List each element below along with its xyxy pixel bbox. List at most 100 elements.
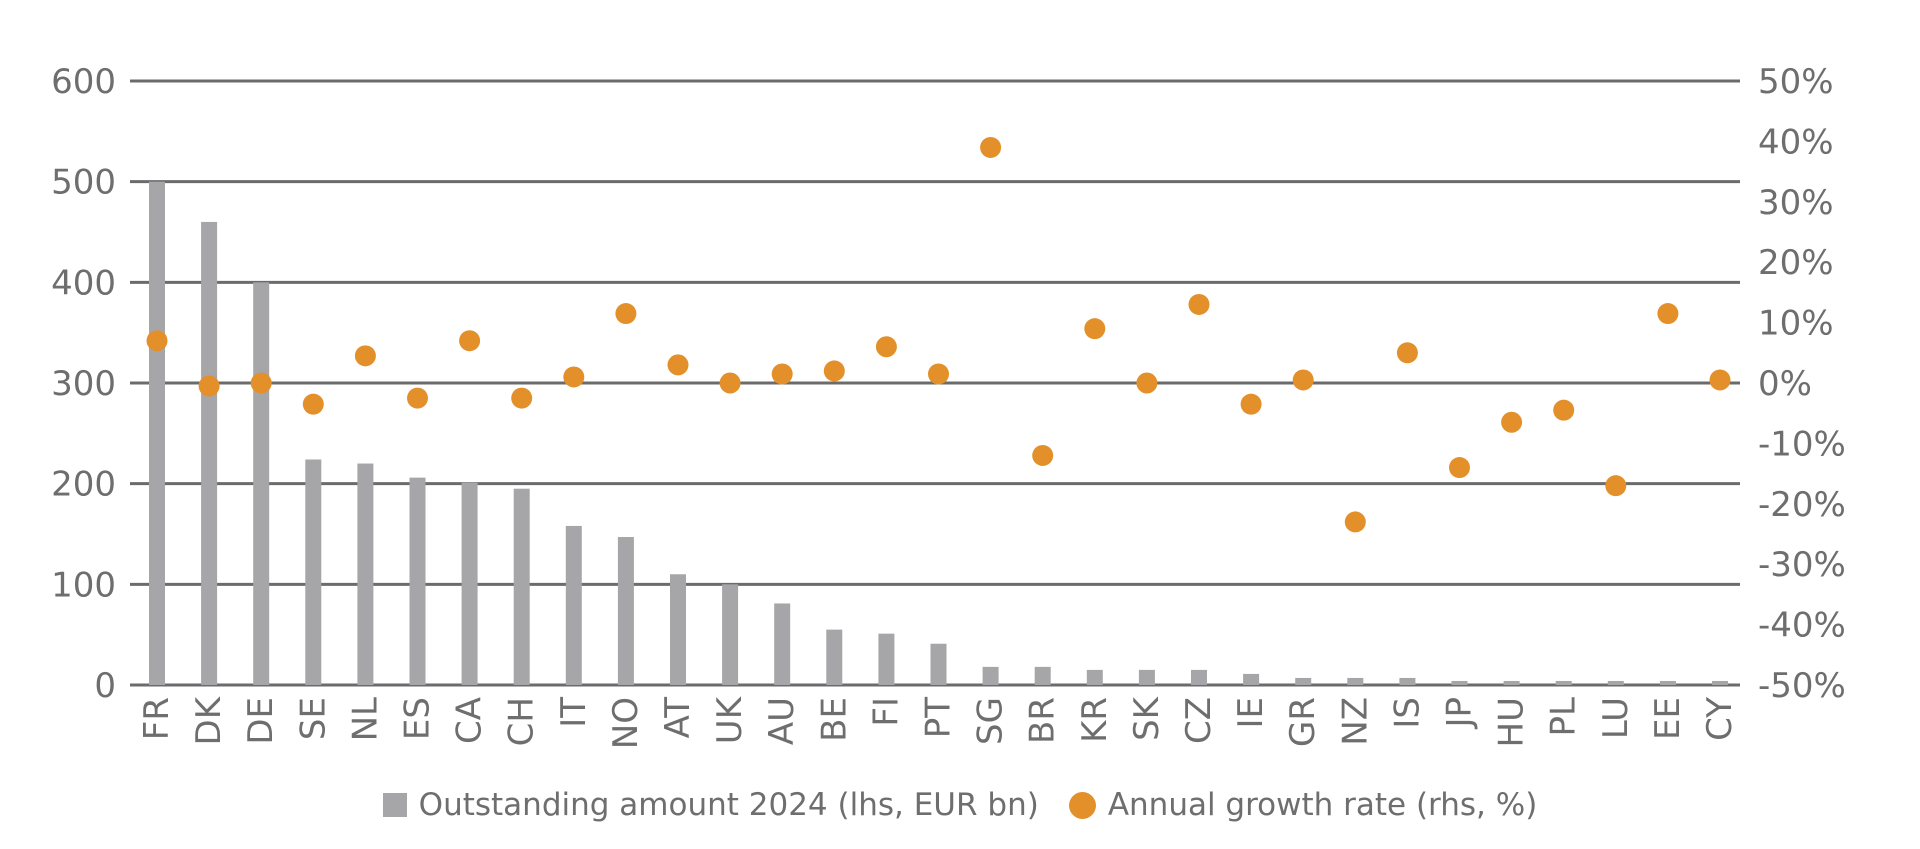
legend-dot-label: Annual growth rate (rhs, %) — [1107, 787, 1538, 823]
gridlines — [130, 79, 1740, 687]
bar — [1243, 673, 1260, 685]
bar — [826, 629, 843, 685]
bar — [878, 633, 895, 685]
x-tick-label: BE — [814, 697, 854, 742]
y-left-tick-label: 500 — [51, 163, 116, 203]
bar — [1295, 677, 1312, 685]
x-tick-label: GR — [1283, 697, 1323, 747]
growth-point — [1188, 293, 1210, 315]
bar — [1659, 680, 1676, 685]
x-tick-label: DE — [241, 697, 281, 745]
bar — [253, 282, 270, 685]
bar — [1555, 680, 1572, 685]
growth-point — [302, 393, 324, 415]
y-right-tick-label: -50% — [1758, 666, 1846, 706]
bar — [617, 537, 634, 685]
bar — [1712, 680, 1728, 685]
x-tick-label: SG — [971, 697, 1011, 745]
y-left-tick-label: 0 — [94, 666, 116, 706]
growth-point — [1084, 318, 1106, 340]
y-right-tick-label: 0% — [1758, 364, 1812, 404]
bar — [670, 574, 686, 685]
bar — [1034, 666, 1051, 685]
growth-point — [1136, 372, 1158, 394]
x-tick-label: FR — [137, 697, 177, 740]
x-tick-label: AT — [658, 697, 698, 739]
x-tick-label: NO — [606, 697, 646, 749]
bar — [1138, 669, 1155, 685]
x-tick-label: CA — [450, 697, 490, 744]
x-tick-label: UK — [710, 695, 750, 744]
right-axis-ticks: -50% -40% -30% -20% -10% 0% 10% 20% 30% 40% 50% — [1758, 62, 1846, 706]
legend-dot-swatch — [1068, 791, 1096, 819]
bar — [1451, 680, 1468, 685]
growth-point — [1396, 342, 1418, 364]
y-right-tick-label: 30% — [1758, 183, 1834, 223]
growth-point — [615, 303, 637, 325]
legend-item-dots: Annual growth rate (rhs, %) — [1068, 787, 1538, 823]
growth-point — [407, 387, 428, 409]
y-right-tick-label: -40% — [1758, 606, 1846, 646]
growth-point — [1553, 399, 1575, 421]
growth-point — [1501, 411, 1523, 433]
bar — [774, 603, 791, 685]
x-tick-label: NZ — [1335, 697, 1375, 746]
y-right-tick-label: 40% — [1758, 122, 1834, 162]
x-tick-label: IE — [1231, 697, 1271, 729]
x-tick-label: HU — [1492, 697, 1532, 747]
bar — [1607, 680, 1624, 685]
growth-point — [771, 363, 793, 385]
x-tick-label: ES — [398, 697, 438, 740]
bar — [930, 643, 947, 685]
growth-point — [146, 330, 168, 352]
chart: 0 100 200 300 400 500 600 -50% -40% -30% -20% -10%… — [51, 62, 1846, 749]
growth-point — [1709, 369, 1731, 391]
x-tick-label: DK — [189, 695, 229, 745]
y-right-tick-label: 50% — [1758, 62, 1834, 102]
x-tick-label: JP — [1440, 697, 1480, 730]
y-left-tick-label: 600 — [51, 62, 116, 102]
bar — [357, 463, 374, 685]
y-right-tick-label: 10% — [1758, 304, 1834, 344]
x-tick-label: CH — [502, 697, 542, 746]
bar — [201, 221, 218, 685]
bar — [1399, 677, 1416, 685]
x-tick-label: IT — [554, 697, 594, 728]
y-right-tick-label: -10% — [1758, 424, 1846, 464]
growth-point — [1449, 457, 1470, 479]
legend-bar-label: Outstanding amount 2024 (lhs, EUR bn) — [418, 787, 1039, 823]
x-tick-label: CY — [1700, 697, 1740, 741]
legend-bar-swatch — [382, 793, 407, 817]
x-tick-label: KR — [1075, 697, 1115, 743]
dot-series — [146, 136, 1731, 533]
growth-point — [1292, 369, 1314, 391]
growth-point — [667, 354, 689, 376]
growth-point — [250, 372, 272, 394]
x-tick-label: EE — [1648, 697, 1688, 740]
x-tick-label: NL — [345, 697, 385, 741]
bar — [982, 666, 999, 685]
y-left-tick-label: 300 — [51, 364, 116, 404]
bar — [305, 459, 322, 685]
x-tick-label: FI — [866, 697, 906, 727]
bar — [722, 584, 739, 685]
y-left-tick-label: 200 — [51, 465, 116, 505]
x-tick-label: CZ — [1179, 697, 1219, 744]
x-tick-label: IS — [1387, 697, 1427, 729]
x-tick-label: LU — [1596, 697, 1636, 739]
y-left-tick-label: 400 — [51, 263, 116, 303]
growth-point — [1032, 444, 1054, 466]
x-axis-ticks: FR DK DE SE NL ES CA CH IT NO AT UK AU BE FI PT SG BR KR SK… — [137, 695, 1740, 749]
growth-point — [823, 360, 845, 382]
bar — [149, 181, 165, 685]
bar — [409, 477, 426, 685]
bar — [1503, 680, 1520, 685]
growth-point — [511, 387, 533, 409]
y-right-tick-label: 20% — [1758, 243, 1834, 283]
bar — [513, 488, 530, 685]
bar — [461, 482, 478, 685]
growth-point — [928, 363, 949, 385]
growth-point — [1605, 475, 1627, 497]
growth-point — [1344, 511, 1366, 533]
x-tick-label: SE — [293, 697, 333, 740]
